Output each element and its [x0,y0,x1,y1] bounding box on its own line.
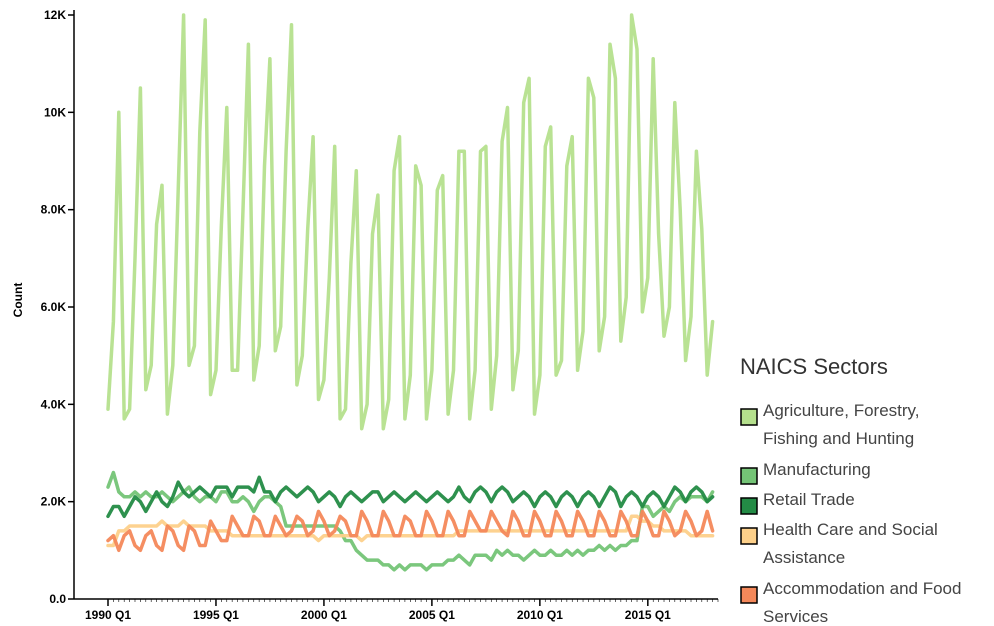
legend-item[interactable]: Accommodation and Food Services [740,579,961,626]
x-axis: 1990 Q1 1995 Q1 2000 Q1 2005 Q1 2010 Q1 2015 … [74,598,719,622]
y-tick-label: 6.0K [41,300,67,314]
legend-label: Agriculture, Forestry, [763,401,920,420]
legend-swatch [740,408,758,426]
y-axis-label: Count [11,283,25,318]
legend-item[interactable]: Agriculture, Forestry, Fishing and Huntin… [740,401,920,448]
y-tick-label: 2.0K [41,495,67,509]
x-tick-label: 2015 Q1 [625,608,671,622]
legend-label: Manufacturing [763,460,871,479]
x-tick-label: 1990 Q1 [85,608,131,622]
x-tick-label: 1995 Q1 [193,608,239,622]
y-tick-label: 0.0 [49,592,66,606]
legend-label: Assistance [763,548,845,567]
y-tick-label: 4.0K [41,397,67,411]
y-tick-label: 8.0K [41,203,67,217]
y-axis: 0.0 2.0K 4.0K 6.0K 8.0K 10K 12K [41,8,75,606]
legend-item[interactable]: Manufacturing [740,460,871,485]
legend-label: Retail Trade [763,490,855,509]
legend-item[interactable]: Retail Trade [740,490,855,515]
plot-area [106,13,715,572]
legend[interactable]: NAICS Sectors Agriculture, Forestry, Fish… [740,354,961,626]
legend-title: NAICS Sectors [740,354,888,379]
legend-swatch [740,497,758,515]
x-tick-label: 2005 Q1 [409,608,455,622]
series-line-5 [106,509,715,553]
y-tick-label: 10K [44,105,66,119]
legend-swatch [740,467,758,485]
y-tick-label: 12K [44,8,66,22]
series-line-1 [106,13,715,431]
x-tick-label: 2010 Q1 [517,608,563,622]
legend-swatch [740,527,758,545]
legend-label: Accommodation and Food [763,579,961,598]
legend-item[interactable]: Health Care and Social Assistance [740,520,938,567]
legend-label: Fishing and Hunting [763,429,914,448]
x-tick-label: 2000 Q1 [301,608,347,622]
series-line-3 [106,475,715,519]
legend-label: Services [763,607,828,626]
legend-swatch [740,586,758,604]
legend-label: Health Care and Social [763,520,938,539]
